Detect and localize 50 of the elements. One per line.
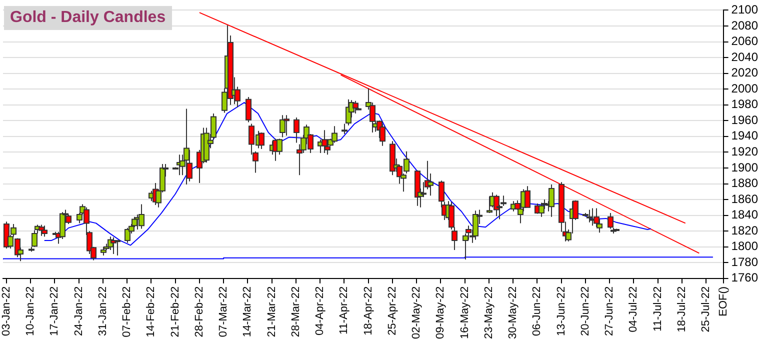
y-tick-label: 1760 <box>731 270 758 285</box>
y-tick-label: 1800 <box>731 239 758 254</box>
x-tick-label: 21-Feb-22 <box>169 286 182 338</box>
x-tick-label: 24-Jan-22 <box>72 286 85 336</box>
x-tick-label: 20-Jun-22 <box>579 286 592 336</box>
x-tick-label: 07-Feb-22 <box>121 286 134 338</box>
x-tick-label: 14-Mar-22 <box>242 286 254 338</box>
x-tick-label: 25-Apr-22 <box>386 286 398 336</box>
chart-title: Gold - Daily Candles <box>4 6 172 30</box>
y-tick-label: 1920 <box>731 144 758 159</box>
y-tick-label: 1960 <box>731 112 758 127</box>
x-tick-label: 28-Mar-22 <box>290 286 302 338</box>
x-tick-label: 21-Mar-22 <box>266 286 278 338</box>
y-tick-label: 1780 <box>731 254 758 269</box>
y-tick-label: 1840 <box>731 208 758 222</box>
x-tick-label: EOF() <box>717 286 730 316</box>
x-tick-label: 31-Jan-22 <box>96 286 109 336</box>
x-tick-label: 13-Jun-22 <box>555 286 568 336</box>
y-tick-label: 1860 <box>731 192 758 206</box>
x-tick-label: 27-Jun-22 <box>604 286 616 336</box>
y-tick-label: 1880 <box>731 176 758 190</box>
x-tick-label: 14-Feb-22 <box>145 286 158 338</box>
x-tick-label: 18-Jul-22 <box>676 286 688 332</box>
x-tick-label: 18-Apr-22 <box>362 286 374 336</box>
x-tick-label: 11-Jul-22 <box>652 286 664 332</box>
y-tick-label: 2100 <box>731 2 758 17</box>
x-tick-label: 28-Feb-22 <box>193 286 206 338</box>
x-tick-label: 09-May-22 <box>434 286 447 339</box>
x-tick-label: 06-Jun-22 <box>531 286 544 336</box>
y-tick-label: 1980 <box>731 97 758 112</box>
x-tick-label: 16-May-22 <box>458 286 471 339</box>
y-tick-label: 1940 <box>731 128 758 143</box>
x-tick-label: 11-Apr-22 <box>338 286 350 335</box>
x-tick-label: 02-May-22 <box>410 286 423 339</box>
x-tick-label: 07-Mar-22 <box>218 286 230 338</box>
x-tick-label: 04-Apr-22 <box>314 286 326 336</box>
x-tick-label: 25-Jul-22 <box>700 286 712 332</box>
x-tick-label: 17-Jan-22 <box>48 286 61 336</box>
y-tick-label: 1900 <box>731 160 758 174</box>
y-tick-label: 2060 <box>731 34 758 48</box>
y-tick-label: 2080 <box>731 18 758 32</box>
y-tick-label: 2020 <box>731 66 758 80</box>
x-tick-label: 03-Jan-22 <box>0 286 12 336</box>
x-tick-label: 30-May-22 <box>507 286 520 339</box>
y-tick-label: 2040 <box>731 50 758 64</box>
y-tick-label: 1820 <box>731 223 758 238</box>
x-tick-label: 23-May-22 <box>482 286 495 339</box>
y-tick-label: 2000 <box>731 81 758 96</box>
x-tick-label: 10-Jan-22 <box>24 286 37 336</box>
x-tick-label: 04-Jul-22 <box>628 286 640 332</box>
